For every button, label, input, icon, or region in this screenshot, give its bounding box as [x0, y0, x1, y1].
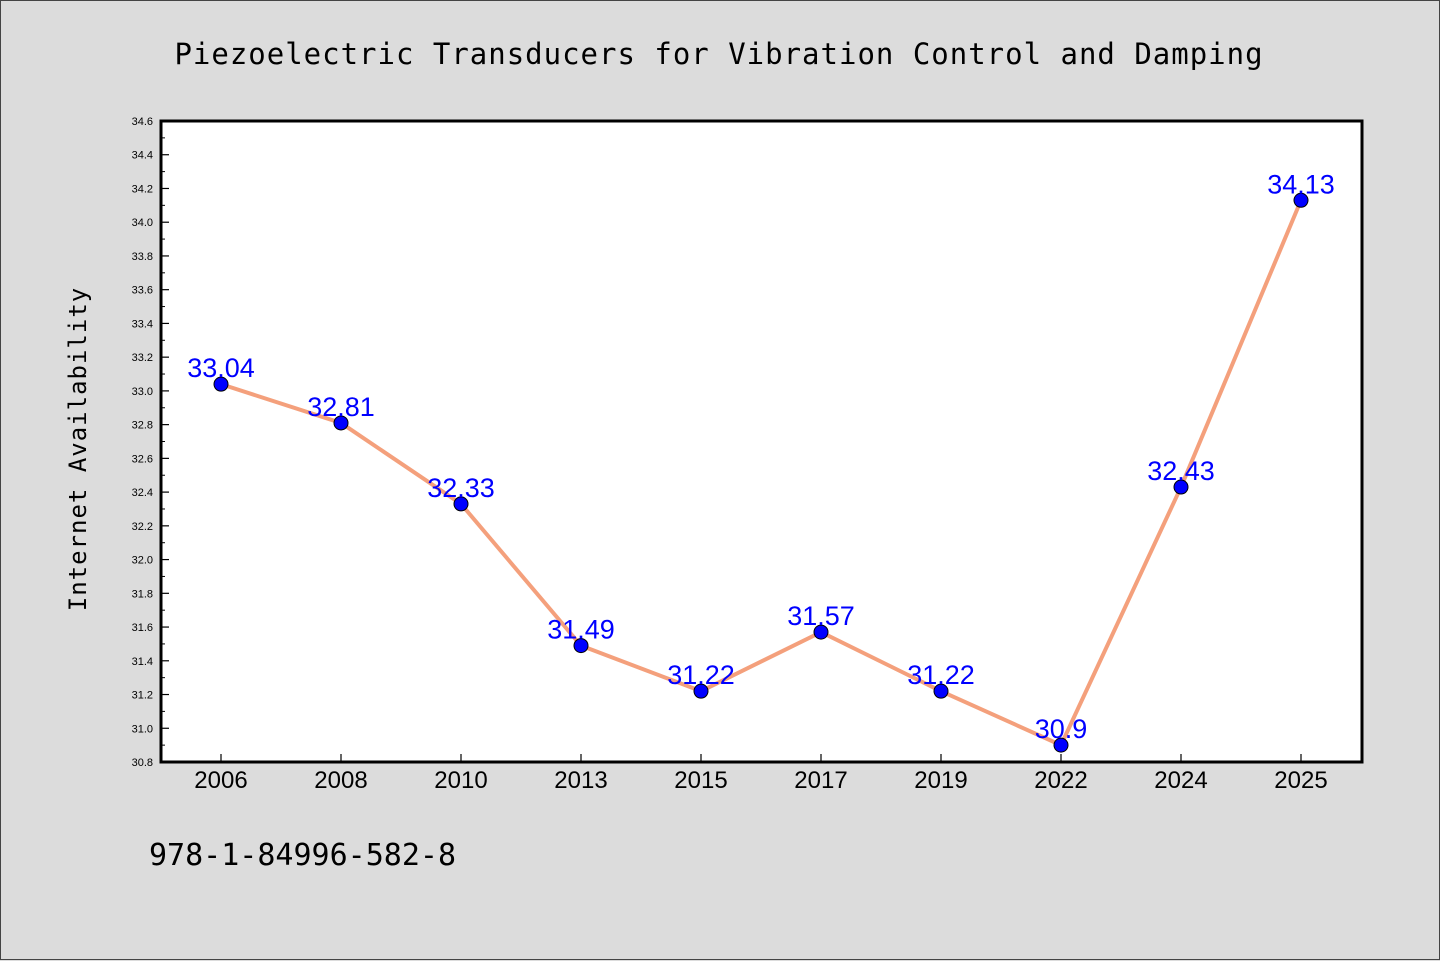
series-group: 33.04 32.81 32.33 31.49 31.22 31.57 31.22 30.9 3…	[187, 169, 1335, 753]
data-point	[1293, 192, 1309, 208]
x-tick-label: 2017	[794, 767, 847, 794]
data-point	[453, 496, 469, 512]
y-tick-label: 31.6	[132, 622, 153, 634]
data-point	[933, 683, 949, 699]
y-tick-label: 30.8	[132, 757, 153, 769]
y-axis-label: Internet Availability	[64, 287, 92, 611]
x-tick-label: 2010	[434, 767, 487, 794]
y-tick-label: 33.6	[132, 285, 153, 297]
y-tick-label: 34.4	[132, 150, 153, 162]
data-point	[333, 415, 349, 431]
y-tick-label: 32.6	[132, 453, 153, 465]
data-point	[573, 638, 589, 654]
y-tick-label: 32.4	[132, 487, 153, 499]
chart-title: Piezoelectric Transducers for Vibration …	[174, 37, 1263, 71]
x-tick-label: 2024	[1154, 767, 1207, 794]
data-point	[213, 376, 229, 392]
data-point	[1173, 479, 1189, 495]
data-label: 31.22	[907, 660, 975, 690]
x-tick-label: 2019	[914, 767, 967, 794]
y-tick-label: 31.4	[132, 656, 153, 668]
data-label: 32.81	[307, 392, 375, 422]
x-tick-label: 2015	[674, 767, 727, 794]
data-label: 30.9	[1035, 714, 1088, 744]
x-axis: 2006 2008 2010 2013 2015 2017 2019 2022 2024 2025	[194, 754, 1328, 794]
data-label: 31.49	[547, 615, 615, 645]
y-tick-label: 32.2	[132, 521, 153, 533]
y-tick-label: 33.4	[132, 318, 153, 330]
plot-area	[159, 119, 1364, 764]
y-tick-label: 33.8	[132, 251, 153, 263]
data-label: 32.33	[427, 473, 495, 503]
series-line	[220, 199, 1303, 748]
y-tick-label: 34.2	[132, 183, 153, 195]
x-tick-label: 2006	[194, 767, 247, 794]
data-point	[813, 624, 829, 640]
data-label: 31.22	[667, 660, 735, 690]
y-tick-label: 34.6	[132, 116, 153, 128]
data-label: 34.13	[1267, 169, 1335, 199]
data-label: 31.57	[787, 601, 855, 631]
data-label: 33.04	[187, 353, 255, 383]
x-tick-label: 2008	[314, 767, 367, 794]
data-point	[693, 683, 709, 699]
y-tick-label: 32.0	[132, 555, 153, 567]
data-point	[1053, 737, 1069, 753]
data-label: 32.43	[1147, 456, 1215, 486]
y-axis: 30.8 31.0 31.2 31.4 31.6 31.8 32.0 32.2 32.4 32.6…	[132, 116, 169, 769]
y-tick-label: 34.0	[132, 217, 153, 229]
y-tick-label: 31.0	[132, 723, 153, 735]
y-tick-label: 32.8	[132, 420, 153, 432]
x-tick-label: 2013	[554, 767, 607, 794]
x-tick-label: 2025	[1274, 767, 1327, 794]
y-tick-label: 33.2	[132, 352, 153, 364]
x-tick-label: 2022	[1034, 767, 1087, 794]
y-tick-label: 31.8	[132, 588, 153, 600]
isbn-footer: 978-1-84996-582-8	[149, 838, 456, 873]
y-tick-label: 33.0	[132, 386, 153, 398]
y-tick-label: 31.2	[132, 690, 153, 702]
